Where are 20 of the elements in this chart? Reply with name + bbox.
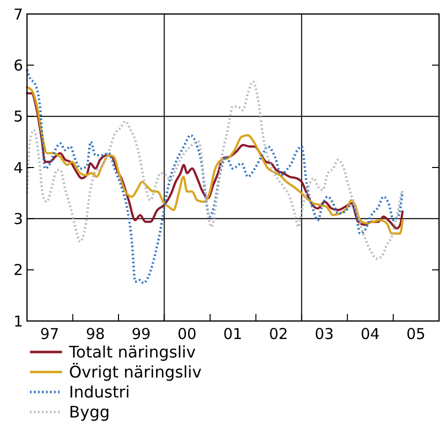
x-tick-label: 05 [406,325,426,343]
legend-label: Övrigt näringsliv [69,362,202,382]
x-tick-label: 98 [86,325,105,343]
x-tick-label: 00 [178,325,197,343]
x-tick-label: 04 [360,325,380,343]
y-tick-label: 5 [13,108,23,126]
legend-label: Industri [69,382,130,402]
y-tick-label: 2 [13,261,23,280]
y-tick-label: 1 [13,312,23,330]
x-tick-label: 01 [223,325,242,343]
x-tick-label: 03 [314,325,334,343]
y-tick-label: 6 [13,56,23,74]
x-tick-label: 02 [269,325,288,343]
y-tick-label: 3 [13,210,23,228]
legend-label: Bygg [69,402,110,422]
y-tick-label: 7 [13,5,23,24]
x-tick-label: 99 [132,325,151,343]
y-tick-label: 4 [13,158,23,177]
x-tick-label: 97 [40,325,60,343]
legend-label: Totalt näringsliv [68,342,196,362]
